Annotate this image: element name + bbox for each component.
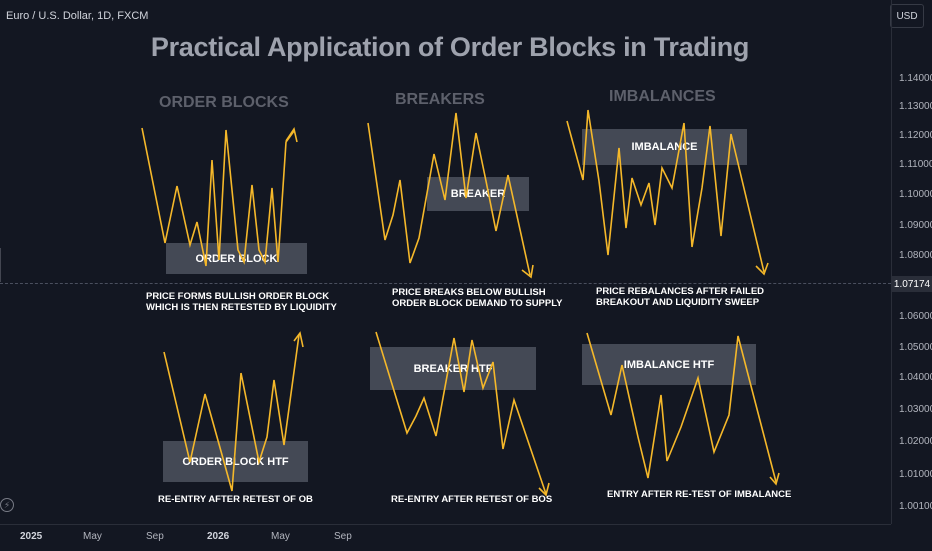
price-tick: 1.13000 xyxy=(899,101,932,112)
price-tick: 1.06000 xyxy=(899,311,932,322)
time-label: Sep xyxy=(334,531,352,542)
caption-imbalance-2: BREAKOUT AND LIQUIDITY SWEEP xyxy=(596,297,760,308)
price-tick: 1.14000 xyxy=(899,73,932,84)
breaker-htf-path-arrow xyxy=(538,482,550,497)
order-block-htf-path-arrow xyxy=(293,331,304,348)
order-block-path-arrow xyxy=(285,127,298,143)
price-tick: 1.12000 xyxy=(899,130,932,141)
heading-imbalances: IMBALANCES xyxy=(609,88,716,105)
scale-handle[interactable] xyxy=(0,248,4,282)
price-tick: 1.01000 xyxy=(899,469,932,480)
lightning-icon[interactable]: ⚡ xyxy=(0,498,14,512)
price-tick: 1.10000 xyxy=(899,189,932,200)
price-tick: 1.05000 xyxy=(899,342,932,353)
breaker-path xyxy=(367,112,531,276)
breaker-htf-path xyxy=(375,331,547,495)
time-label: May xyxy=(83,531,102,542)
order-block-zone: ORDER BLOCK xyxy=(166,243,307,274)
caption-order-block-2: WHICH IS THEN RETESTED BY LIQUIDITY xyxy=(146,302,337,313)
caption-breaker-htf: RE-ENTRY AFTER RETEST OF BOS xyxy=(391,494,553,505)
breaker-path-arrow xyxy=(521,264,534,279)
imbalance-zone: IMBALANCE xyxy=(582,129,747,165)
time-axis[interactable] xyxy=(0,524,891,551)
order-block-htf-path xyxy=(163,334,300,492)
price-path-drawings xyxy=(141,109,780,497)
heading-order-blocks: ORDER BLOCKS xyxy=(159,94,289,111)
imbalance-path xyxy=(566,109,765,273)
current-price-line xyxy=(0,283,891,284)
price-tick: 1.11000 xyxy=(899,159,932,170)
time-label: Sep xyxy=(146,531,164,542)
caption-imbalance-htf: ENTRY AFTER RE-TEST OF IMBALANCE xyxy=(607,489,792,500)
caption-order-block-1: PRICE FORMS BULLISH ORDER BLOCK xyxy=(146,291,330,302)
price-tick: 1.02000 xyxy=(899,436,932,447)
imbalance-htf-zone: IMBALANCE HTF xyxy=(582,344,756,385)
imbalance-htf-path xyxy=(586,332,777,483)
price-tick: 1.09000 xyxy=(899,220,932,231)
symbol-title[interactable]: Euro / U.S. Dollar, 1D, FXCM xyxy=(6,10,149,22)
caption-breaker-1: PRICE BREAKS BELOW BULLISH xyxy=(392,287,546,298)
time-label: 2025 xyxy=(20,531,43,542)
caption-order-block-htf: RE-ENTRY AFTER RETEST OF OB xyxy=(158,494,313,505)
order-block-path xyxy=(141,127,295,267)
currency-button[interactable]: USD xyxy=(890,4,924,28)
imbalance-htf-path-arrow xyxy=(769,472,780,486)
price-tick: 1.03000 xyxy=(899,404,932,415)
price-tick: 1.08000 xyxy=(899,250,932,261)
caption-breaker-2: ORDER BLOCK DEMAND TO SUPPLY xyxy=(392,298,563,309)
heading-breakers: BREAKERS xyxy=(395,91,485,108)
caption-imbalance-1: PRICE REBALANCES AFTER FAILED xyxy=(596,286,765,297)
time-label: May xyxy=(271,531,290,542)
breaker-htf-zone: BREAKER HTF xyxy=(370,347,536,390)
time-label: 2026 xyxy=(207,531,230,542)
current-price-label: 1.07174 xyxy=(892,276,932,292)
price-tick: 1.00100 xyxy=(899,501,932,512)
imbalance-path-arrow xyxy=(755,262,769,276)
price-tick: 1.04000 xyxy=(899,372,932,383)
chart-title: Practical Application of Order Blocks in… xyxy=(150,32,750,62)
price-axis[interactable] xyxy=(891,0,932,524)
